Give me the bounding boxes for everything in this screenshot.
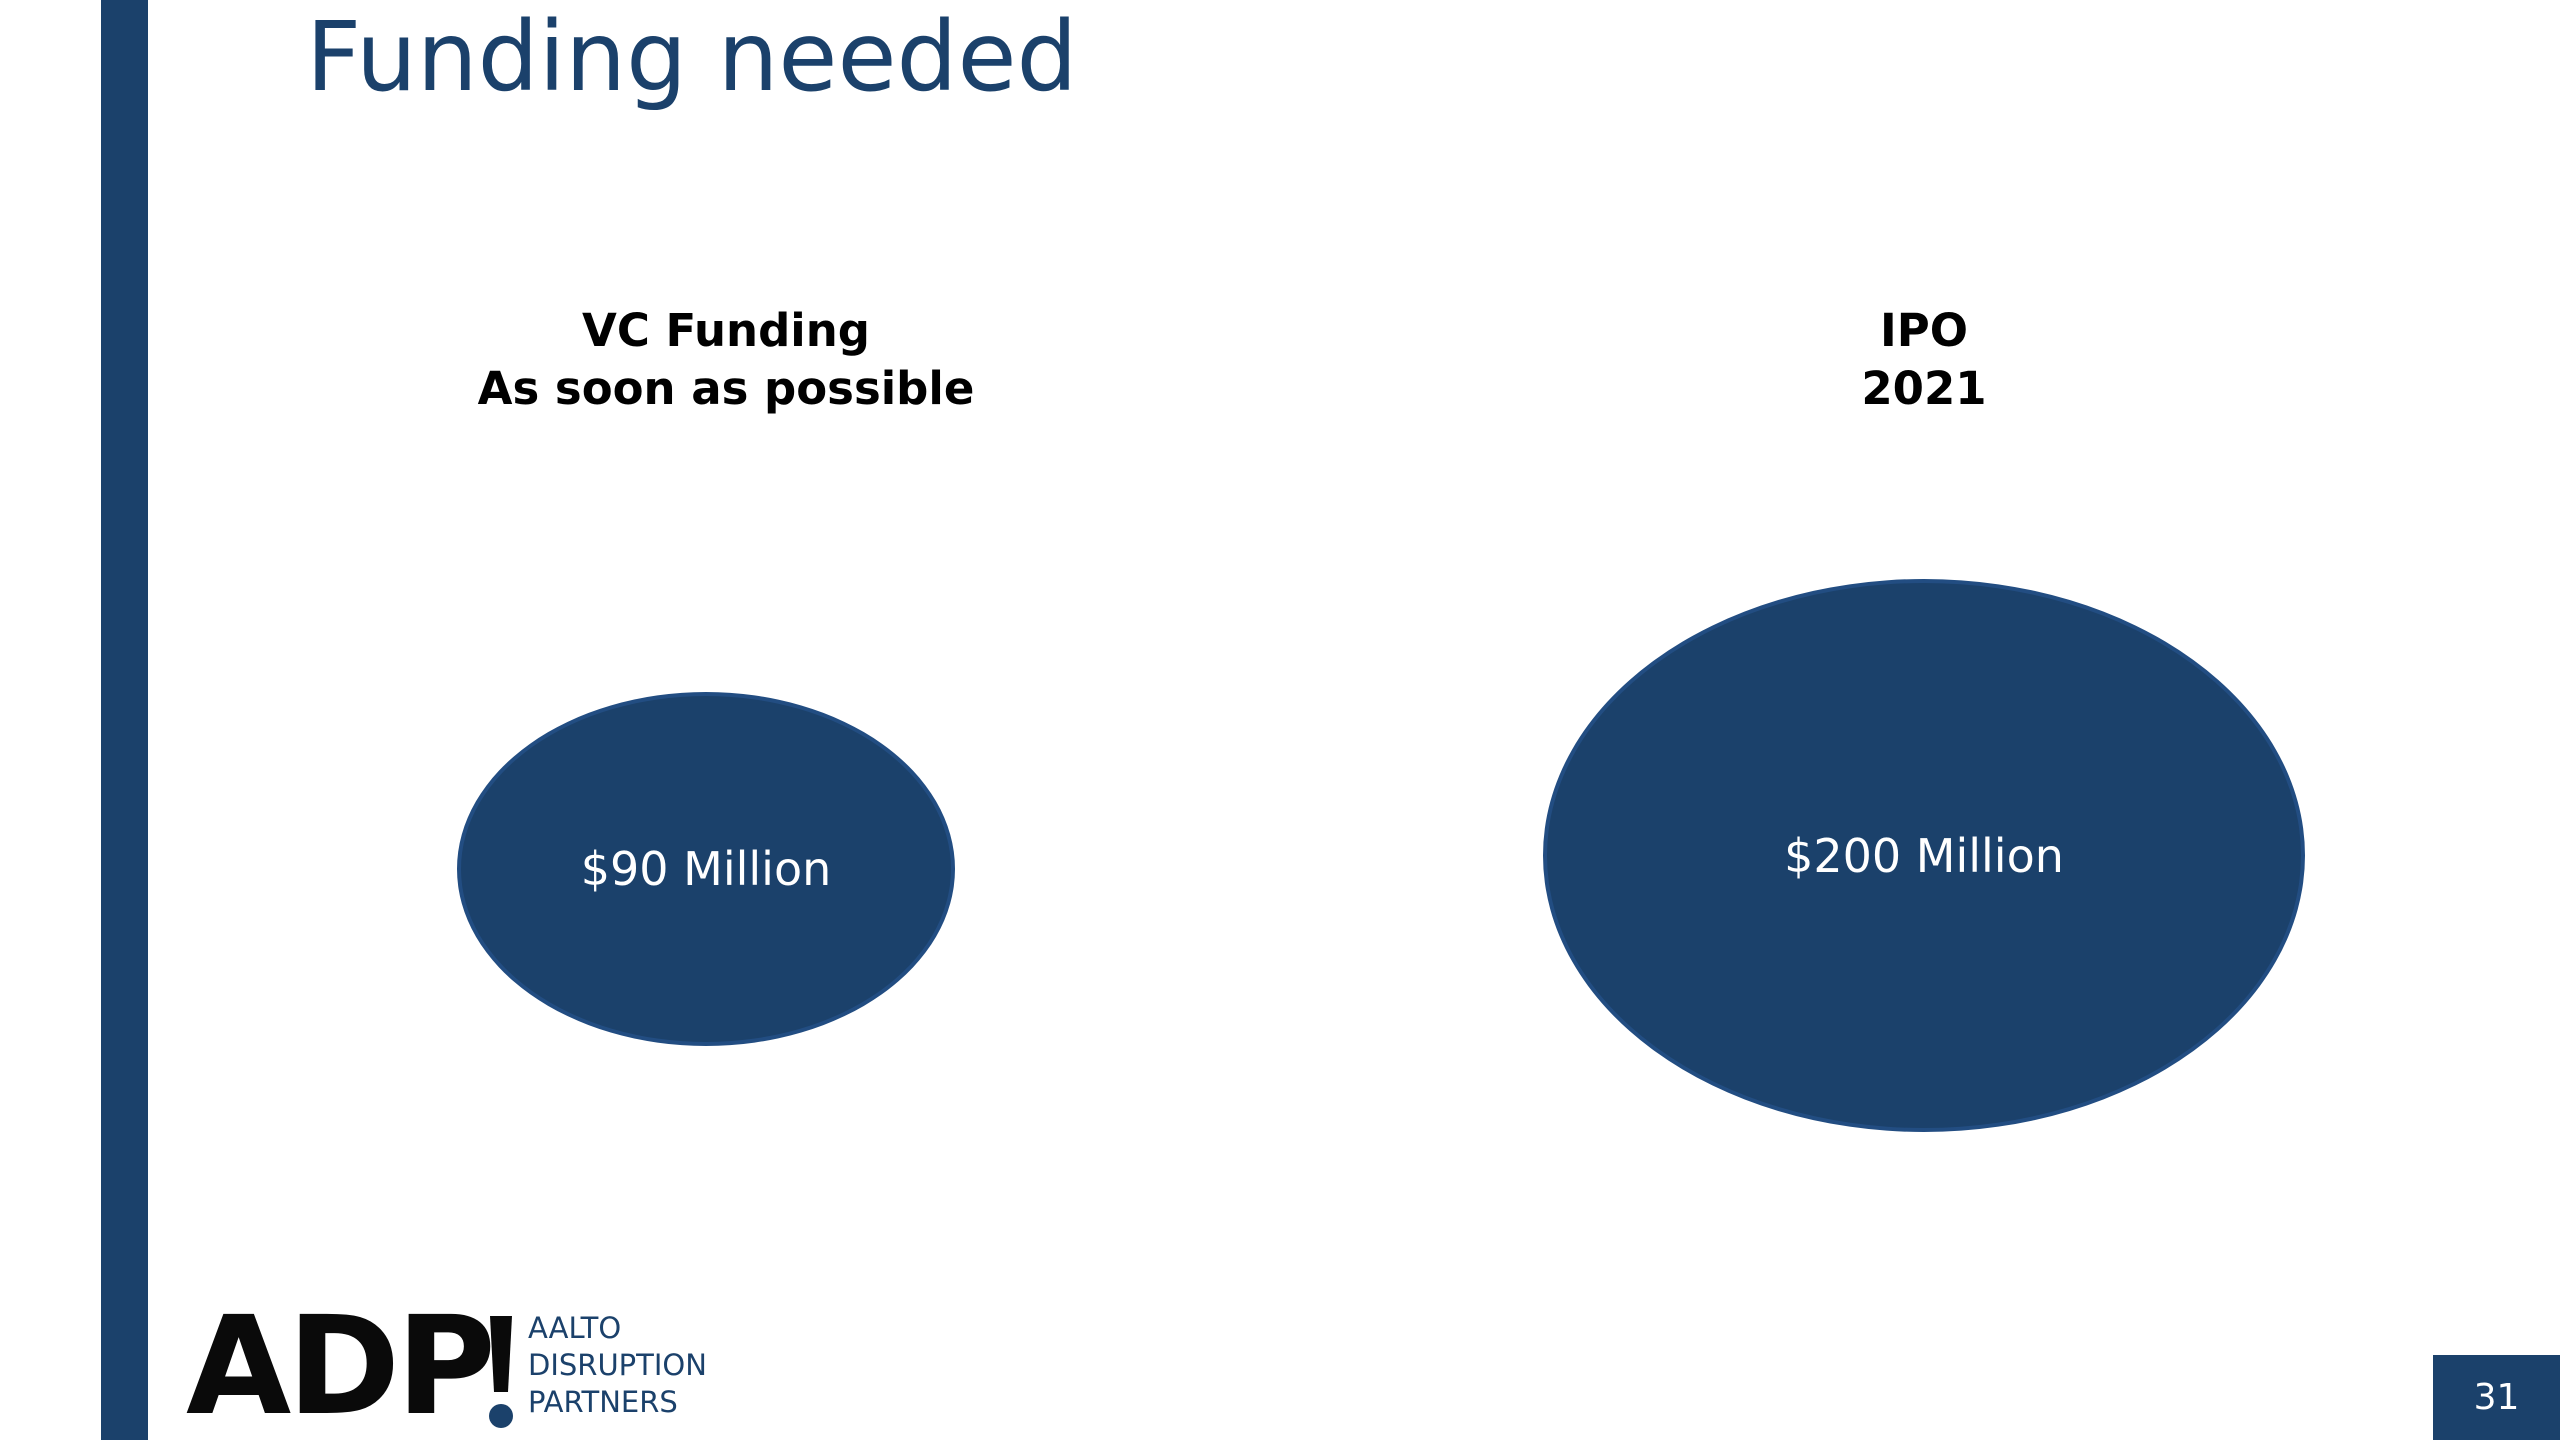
vc-funding-heading-line1: VC Funding (582, 304, 870, 357)
page-number-box: 31 (2433, 1355, 2560, 1440)
page-number: 31 (2473, 1377, 2520, 1418)
logo-wordmark: AALTO DISRUPTION PARTNERS (528, 1310, 707, 1421)
ipo-amount: $200 Million (1784, 828, 2064, 883)
vc-funding-heading: VC Funding As soon as possible (426, 302, 1026, 418)
left-accent-bar (101, 0, 148, 1440)
logo-line-aalto: AALTO (528, 1311, 622, 1345)
adp-logo: ADP AALTO DISRUPTION PARTNERS (186, 1288, 707, 1440)
ipo-bubble: $200 Million (1543, 579, 2305, 1132)
exclamation-mark-icon (489, 1316, 513, 1428)
vc-funding-bubble: $90 Million (457, 692, 955, 1046)
logo-line-disruption: DISRUPTION (528, 1348, 707, 1382)
ipo-heading: IPO 2021 (1624, 302, 2224, 418)
logo-line-partners: PARTNERS (528, 1385, 678, 1419)
ipo-heading-line1: IPO (1880, 304, 1968, 357)
vc-funding-amount: $90 Million (580, 842, 832, 896)
ipo-heading-line2: 2021 (1861, 362, 1987, 415)
vc-funding-heading-line2: As soon as possible (477, 362, 975, 415)
logo-mark: ADP (186, 1288, 496, 1440)
slide-title: Funding needed (306, 1, 1078, 113)
